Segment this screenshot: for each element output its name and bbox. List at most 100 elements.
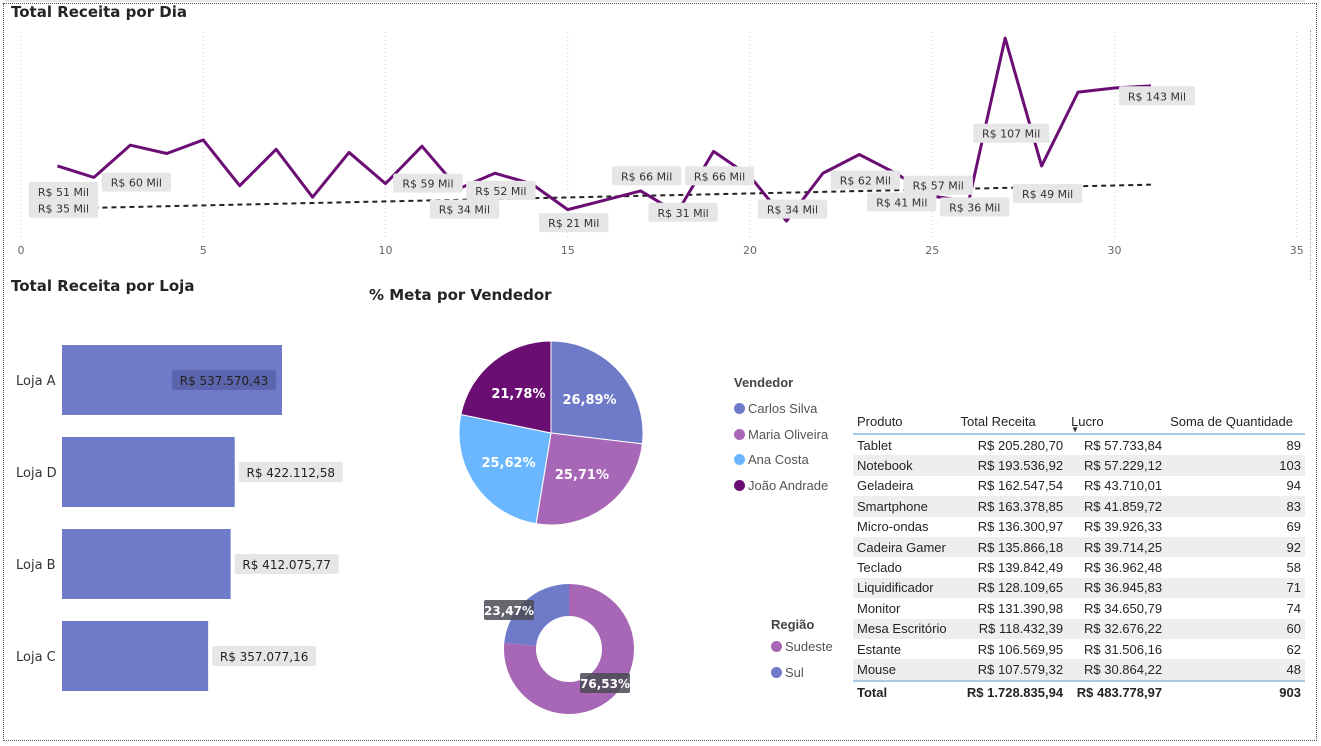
slice-joao-andrade[interactable] <box>460 340 552 434</box>
bar[interactable] <box>62 437 235 507</box>
bar-label-box <box>172 370 276 390</box>
data-label: R$ 62 Mil <box>830 170 901 190</box>
cell-quantidade: 60 <box>1166 618 1305 639</box>
table-row[interactable]: Cadeira Gamer R$ 135.866,18 R$ 39.714,25 92 <box>853 536 1305 558</box>
donut-percent-label: 76,53% <box>580 677 630 691</box>
cell-total-receita: R$ 135.866,18 <box>956 536 1068 558</box>
data-label-text: R$ 31 Mil <box>657 207 708 220</box>
table-row[interactable]: Mouse R$ 107.579,32 R$ 30.864,22 48 <box>853 659 1305 681</box>
slice-sul[interactable] <box>504 584 569 646</box>
col-header-lucro[interactable]: Lucro ▼ <box>1067 409 1167 435</box>
cell-total-receita: R$ 136.300,97 <box>977 519 1064 535</box>
bar-category-label: Loja A <box>16 374 56 389</box>
line-chart-title: Total Receita por Dia <box>11 3 188 21</box>
legend-dot-ana <box>734 454 745 466</box>
cell-lucro: R$ 34.650,79 <box>1084 600 1163 616</box>
total-lucro: R$ 483.778,97 <box>1067 679 1167 704</box>
cell-lucro: R$ 36.962,48 <box>1084 560 1163 576</box>
data-label: R$ 66 Mil <box>684 166 755 186</box>
data-label: R$ 107 Mil <box>973 123 1050 143</box>
bar[interactable] <box>62 529 231 599</box>
slice-percent-label: 25,62% <box>481 456 535 471</box>
cell-produto: Liquidificador <box>853 577 957 599</box>
cell-produto: Mesa Escritório <box>853 618 957 639</box>
slice-percent-label: 21,78% <box>491 387 545 402</box>
slice-ana-costa[interactable] <box>458 413 552 525</box>
data-label: R$ 66 Mil <box>611 166 682 186</box>
x-tick-label: 30 <box>1108 244 1122 257</box>
legend-label-sudeste: Sudeste <box>785 639 833 655</box>
col-header-lucro-label: Lucro <box>1071 413 1104 429</box>
data-label-text: R$ 34 Mil <box>767 204 818 217</box>
legend-item-sudeste[interactable]: Sudeste <box>771 634 833 660</box>
table-row[interactable]: Micro-ondas R$ 136.300,97 R$ 39.926,33 69 <box>853 517 1305 537</box>
cell-quantidade: 103 <box>1166 455 1305 476</box>
cell-produto: Tablet <box>857 437 892 453</box>
table-row[interactable]: Geladeira R$ 162.547,54 R$ 43.710,01 94 <box>853 476 1305 496</box>
cell-quantidade: 92 <box>1166 536 1305 558</box>
cell-lucro: R$ 39.714,25 <box>1067 536 1167 558</box>
regiao-legend: Região Sudeste Sul <box>771 617 833 685</box>
table-row[interactable]: Smartphone R$ 163.378,85 R$ 41.859,72 83 <box>853 496 1305 517</box>
legend-item-sul[interactable]: Sul <box>771 660 833 686</box>
data-label: R$ 51 Mil <box>28 181 99 201</box>
data-label-text: R$ 57 Mil <box>913 180 964 193</box>
table-row[interactable]: Mesa Escritório R$ 118.432,39 R$ 32.676,22… <box>853 618 1305 639</box>
x-tick-label: 15 <box>561 244 575 257</box>
cell-lucro: R$ 41.859,72 <box>1067 496 1167 517</box>
slice-percent-label: 26,89% <box>562 393 616 408</box>
col-header-total-receita[interactable]: Total Receita <box>956 409 1068 435</box>
data-label-box <box>867 192 937 212</box>
table-row[interactable]: Teclado R$ 139.842,49 R$ 36.962,48 58 <box>853 557 1305 577</box>
bar-category-label: Loja C <box>16 650 56 665</box>
data-label: R$ 57 Mil <box>903 175 973 195</box>
legend-label-maria: Maria Oliveira <box>748 426 829 442</box>
col-header-produto[interactable]: Produto <box>853 409 957 435</box>
cell-lucro: R$ 39.926,33 <box>1084 519 1163 535</box>
cell-lucro: R$ 32.676,22 <box>1067 618 1167 639</box>
bar-category-label: Loja B <box>16 558 56 573</box>
legend-item-maria[interactable]: Maria Oliveira <box>734 422 828 448</box>
cell-total-receita: R$ 131.390,98 <box>977 600 1064 616</box>
x-tick-label: 10 <box>379 244 393 257</box>
data-label-text: R$ 107 Mil <box>982 128 1040 141</box>
data-label: R$ 34 Mil <box>757 199 828 219</box>
vendedor-legend-title: Vendedor <box>734 375 794 390</box>
cell-quantidade: 58 <box>1286 560 1301 576</box>
table-row[interactable]: Notebook R$ 193.536,92 R$ 57.229,12 103 <box>853 455 1305 476</box>
data-label-text: R$ 35 Mil <box>38 203 89 216</box>
data-label-box <box>1118 86 1195 106</box>
table-row[interactable]: Monitor R$ 131.390,98 R$ 34.650,79 74 <box>853 598 1305 618</box>
bar-value-label: R$ 422.112,58 <box>246 466 335 480</box>
donut-label-box <box>580 673 630 693</box>
legend-dot-maria <box>734 428 745 440</box>
legend-item-joao[interactable]: João Andrade <box>734 473 828 499</box>
table-row[interactable]: Estante R$ 106.569,95 R$ 31.506,16 62 <box>853 639 1305 659</box>
x-tick-label: 25 <box>925 244 939 257</box>
cell-quantidade: 83 <box>1166 496 1305 517</box>
top-divider <box>5 0 1305 2</box>
data-label-box <box>429 199 500 219</box>
slice-carlos-silva[interactable] <box>550 340 644 445</box>
bar-value-label: R$ 537.570,43 <box>180 374 269 388</box>
data-label-text: R$ 66 Mil <box>621 170 672 183</box>
table-total-row: Total R$ 1.728.835,94 R$ 483.778,97 903 <box>853 679 1305 704</box>
legend-item-carlos[interactable]: Carlos Silva <box>734 396 828 422</box>
legend-item-ana[interactable]: Ana Costa <box>734 447 828 473</box>
slice-maria-oliveira[interactable] <box>535 432 643 526</box>
bar[interactable] <box>62 621 209 691</box>
data-label: R$ 59 Mil <box>393 173 463 193</box>
data-label-box <box>539 213 609 233</box>
table-row[interactable]: Tablet R$ 205.280,70 R$ 57.733,84 89 <box>853 434 1305 455</box>
table-row[interactable]: Liquidificador R$ 128.109,65 R$ 36.945,83 7… <box>853 577 1305 599</box>
cell-quantidade: 74 <box>1286 600 1301 616</box>
cell-produto: Cadeira Gamer <box>853 536 957 558</box>
legend-dot-sul <box>771 666 782 678</box>
data-label-box <box>903 175 973 195</box>
bar-label-box <box>234 554 339 574</box>
table-header-row: Produto Total Receita Lucro ▼ Soma de Qua… <box>853 409 1305 435</box>
data-label-text: R$ 41 Mil <box>876 196 927 209</box>
cell-total-receita: R$ 139.842,49 <box>977 560 1064 576</box>
pie-chart-title: % Meta por Vendedor <box>369 286 552 304</box>
col-header-quantidade[interactable]: Soma de Quantidade <box>1166 409 1305 435</box>
